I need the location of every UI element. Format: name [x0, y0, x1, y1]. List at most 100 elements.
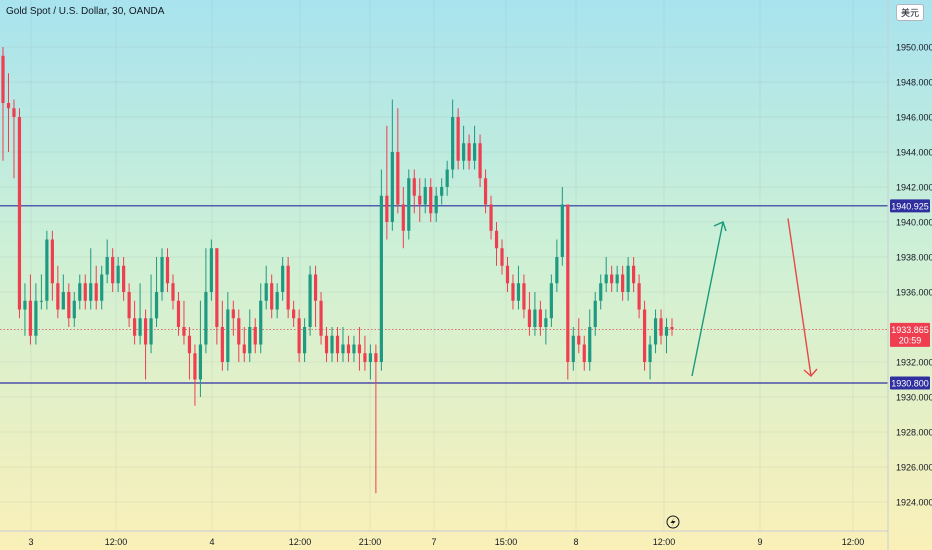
candle-body: [28, 300, 33, 336]
candle-body: [45, 239, 49, 301]
candle-body: [423, 187, 427, 205]
candle-body: [67, 292, 71, 319]
support-badge: [890, 376, 930, 390]
candle-body: [555, 257, 559, 284]
candle-body: [83, 283, 87, 301]
candle-body: [407, 178, 411, 231]
candle-body: [357, 344, 362, 354]
price-tick-label: 1936.000: [896, 288, 932, 298]
candle-body: [549, 283, 553, 319]
candle-body: [171, 283, 175, 301]
candle-body: [659, 318, 663, 336]
candle-body: [522, 283, 526, 310]
candle-body: [248, 327, 252, 354]
candle-body: [116, 265, 120, 284]
candle-body: [599, 283, 603, 301]
candle-body: [149, 318, 153, 345]
price-tick-label: 1946.000: [896, 113, 932, 123]
price-tick-label: 1944.000: [896, 148, 932, 158]
price-tick-label: 1926.000: [896, 463, 932, 473]
candle-body: [182, 327, 186, 336]
candle-body: [418, 195, 422, 205]
candle-body: [440, 187, 444, 196]
candle-body: [275, 292, 279, 310]
candle-body: [242, 344, 246, 354]
price-tick-label: 1938.000: [896, 253, 932, 263]
symbol-title: Gold Spot / U.S. Dollar, 30, OANDA: [6, 6, 165, 17]
time-axis[interactable]: 3 12:00 4 12:00 21:00 7 15:00 8 12:00 9 12:00: [0, 530, 888, 547]
candle-body: [472, 143, 477, 161]
candle-body: [462, 143, 466, 161]
time-tick-label: 21:00: [359, 537, 382, 547]
price-tick-label: 1924.000: [896, 498, 932, 508]
candle-body: [533, 309, 537, 327]
candle-body: [670, 327, 674, 330]
candle-body: [664, 327, 669, 336]
candle-body: [259, 300, 263, 345]
time-tick-label: 12:00: [289, 537, 312, 547]
candle-body: [94, 283, 98, 301]
candle-body: [23, 300, 27, 310]
price-tick-label: 1930.000: [896, 393, 932, 403]
price-axis[interactable]: 1950.000 1948.000 1946.000 1944.000 1942.000…: [887, 0, 932, 550]
candle-body: [615, 274, 619, 284]
candle-body: [264, 283, 268, 301]
price-tick-label: 1932.000: [896, 358, 932, 368]
candle-body: [401, 204, 405, 231]
candle-body: [368, 353, 373, 362]
time-tick-label: 3: [28, 537, 33, 547]
candle-body: [451, 117, 455, 170]
candle-body: [560, 204, 564, 257]
candle-body: [642, 309, 647, 362]
candle-body: [50, 239, 54, 284]
candle-body: [396, 152, 400, 205]
candle-body: [270, 283, 274, 310]
candle-body: [297, 318, 301, 354]
candle-body: [434, 195, 438, 214]
candle-body: [308, 274, 312, 327]
candle-body: [286, 265, 290, 310]
candle-body: [626, 265, 630, 292]
currency-button[interactable]: 美元: [895, 4, 924, 21]
candle-body: [209, 248, 213, 292]
candle-body: [544, 318, 548, 327]
candle-body: [593, 300, 597, 327]
candle-body: [648, 344, 652, 362]
candle-body: [319, 300, 323, 336]
last-price-label: 1933.865: [891, 325, 929, 335]
flash-icon[interactable]: [666, 515, 680, 529]
candle-body: [478, 143, 482, 179]
candle-body: [390, 152, 394, 222]
candle-body: [385, 195, 389, 222]
candle-body: [489, 204, 493, 231]
candle-body: [39, 300, 43, 302]
candle-body: [346, 344, 351, 354]
candle-body: [571, 335, 575, 362]
up-arrow-head: [713, 221, 727, 232]
candle-body: [154, 292, 159, 319]
countdown-label: 20:59: [899, 335, 922, 345]
time-tick-label: 15:00: [495, 537, 518, 547]
candle-body: [292, 309, 296, 319]
candle-body: [89, 283, 93, 301]
price-tick-label: 1928.000: [896, 428, 932, 438]
candle-body: [330, 335, 334, 354]
arrows: [691, 218, 818, 377]
candle-body: [632, 265, 636, 284]
last-price-badge: [890, 322, 930, 347]
candle-body: [133, 318, 137, 336]
time-tick-label: 8: [573, 537, 578, 547]
price-tick-label: 1940.000: [896, 218, 932, 228]
candle-body: [604, 274, 608, 284]
candle-body: [215, 248, 219, 327]
candle-body: [456, 117, 460, 161]
candle-body: [511, 283, 515, 301]
candle-body: [445, 169, 449, 187]
resistance-badge: [890, 199, 930, 213]
candle-body: [231, 309, 235, 319]
candle-body: [138, 318, 142, 336]
candle-body: [6, 103, 11, 109]
